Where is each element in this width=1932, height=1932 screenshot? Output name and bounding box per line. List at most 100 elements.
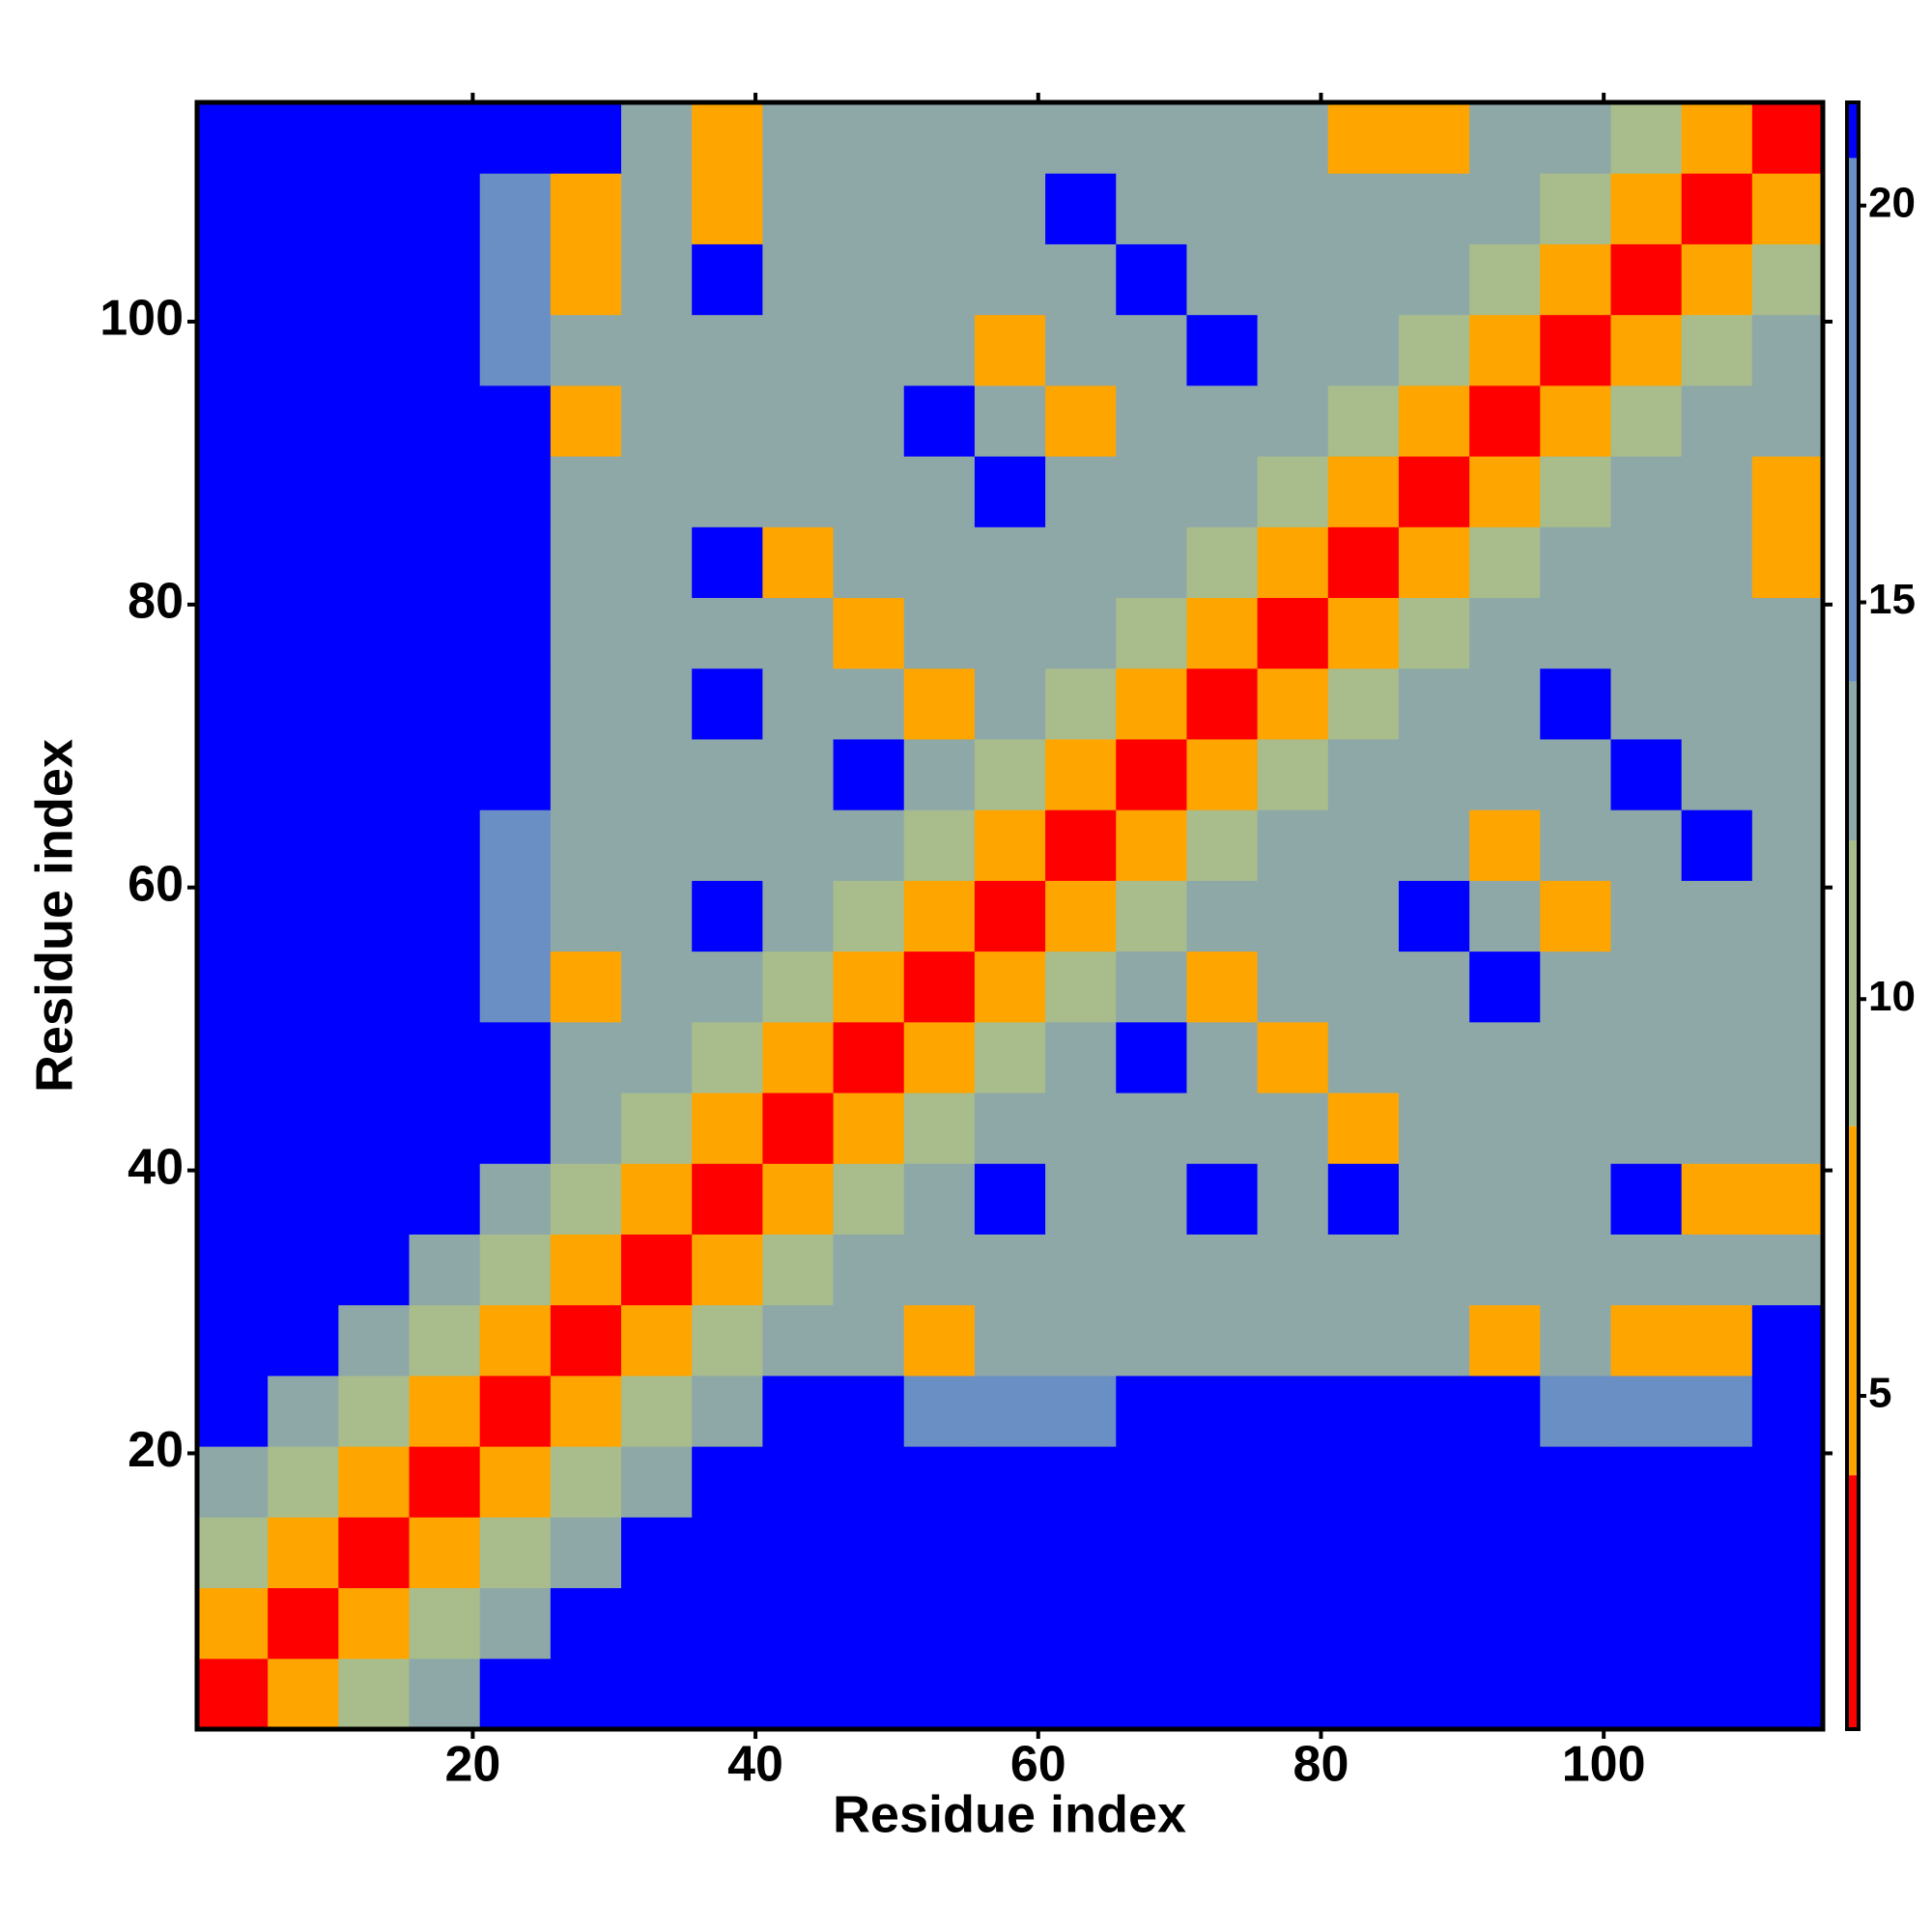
heatmap-cell xyxy=(1610,597,1683,669)
heatmap-cell xyxy=(762,102,835,174)
heatmap-cell xyxy=(762,1304,835,1377)
heatmap-cell xyxy=(1257,1658,1329,1730)
heatmap-cell xyxy=(268,456,339,527)
heatmap-cell xyxy=(1610,738,1683,810)
heatmap-cell xyxy=(621,1093,693,1164)
heatmap-cell xyxy=(621,314,693,386)
heatmap-cell xyxy=(1469,1234,1541,1306)
heatmap-cell xyxy=(409,1375,481,1447)
heatmap-cell xyxy=(338,1658,411,1730)
heatmap-cell xyxy=(1751,102,1824,174)
heatmap-cell xyxy=(621,102,693,174)
heatmap-cell xyxy=(1186,1375,1259,1447)
x-tick-label: 40 xyxy=(727,1737,783,1793)
heatmap-cell xyxy=(1398,1446,1470,1518)
heatmap-cell xyxy=(1045,738,1117,810)
heatmap-cell xyxy=(1610,1163,1683,1235)
heatmap-cell xyxy=(338,314,411,386)
heatmap-cell xyxy=(1116,1304,1187,1377)
heatmap-cell xyxy=(692,738,763,810)
heatmap-cell xyxy=(268,880,339,952)
heatmap-cell xyxy=(409,597,481,669)
heatmap-cell xyxy=(1045,1304,1117,1377)
heatmap-cell xyxy=(1257,597,1329,669)
heatmap-cell xyxy=(1469,1163,1541,1235)
heatmap-cell xyxy=(1540,384,1611,457)
heatmap-cell xyxy=(338,384,411,457)
heatmap-cell xyxy=(1327,314,1400,386)
heatmap-cell xyxy=(974,1517,1046,1589)
heatmap-cell xyxy=(1257,1021,1329,1094)
heatmap-cell xyxy=(197,1234,269,1306)
heatmap-cell xyxy=(338,1021,411,1094)
heatmap-cell xyxy=(1045,1587,1117,1660)
heatmap-cell xyxy=(338,597,411,669)
heatmap-cell xyxy=(903,102,976,174)
heatmap-cell xyxy=(268,1658,339,1730)
heatmap-cell xyxy=(479,526,552,599)
heatmap-cell xyxy=(1045,314,1117,386)
heatmap-cell xyxy=(1186,243,1259,316)
heatmap-cell xyxy=(1681,1375,1753,1447)
heatmap-cell xyxy=(1045,1163,1117,1235)
heatmap-cell xyxy=(903,243,976,316)
heatmap-cell xyxy=(1469,173,1541,244)
heatmap-cell xyxy=(833,384,905,457)
heatmap-cell xyxy=(833,951,905,1023)
heatmap-cell xyxy=(974,1234,1046,1306)
heatmap-cell xyxy=(1116,668,1187,740)
heatmap-cell xyxy=(1751,1587,1824,1660)
heatmap-cell xyxy=(1751,810,1824,881)
heatmap-cell xyxy=(1186,384,1259,457)
heatmap-cell xyxy=(692,810,763,881)
heatmap-cell xyxy=(1751,173,1824,244)
heatmap-cell xyxy=(621,1446,693,1518)
heatmap-cell xyxy=(1610,173,1683,244)
heatmap-cell xyxy=(1257,951,1329,1023)
heatmap-cell xyxy=(1398,1658,1470,1730)
heatmap-cell xyxy=(1116,1234,1187,1306)
heatmap-cell xyxy=(1681,243,1753,316)
heatmap-cell xyxy=(833,1446,905,1518)
colorbar-band xyxy=(1847,1475,1859,1729)
heatmap-cell xyxy=(1327,1587,1400,1660)
heatmap-cell xyxy=(197,1021,269,1094)
heatmap-cell xyxy=(1540,173,1611,244)
heatmap-cell xyxy=(762,1163,835,1235)
heatmap-cell xyxy=(197,738,269,810)
heatmap-cell xyxy=(903,1517,976,1589)
heatmap-cell xyxy=(1610,1517,1683,1589)
heatmap-cell xyxy=(1398,951,1470,1023)
heatmap-cell xyxy=(1751,1446,1824,1518)
heatmap-cell xyxy=(762,1446,835,1518)
heatmap-cell xyxy=(1327,1304,1400,1377)
heatmap-cell xyxy=(1681,810,1753,881)
y-tick-label: 100 xyxy=(99,291,184,347)
heatmap-cell xyxy=(621,1304,693,1377)
heatmap-cell xyxy=(1327,810,1400,881)
heatmap-cell xyxy=(1186,1587,1259,1660)
heatmap-cell xyxy=(762,173,835,244)
heatmap-cell xyxy=(1116,880,1187,952)
heatmap-cell xyxy=(1540,738,1611,810)
heatmap-cell xyxy=(692,384,763,457)
heatmap-cell xyxy=(1398,738,1470,810)
heatmap-cell xyxy=(1327,456,1400,527)
heatmap-cell xyxy=(974,1446,1046,1518)
heatmap-cell xyxy=(1469,1375,1541,1447)
heatmap-cell xyxy=(550,1446,622,1518)
heatmap-cell xyxy=(1045,1234,1117,1306)
heatmap-cell xyxy=(1751,1093,1824,1164)
heatmap-cell xyxy=(692,173,763,244)
heatmap-cell xyxy=(621,526,693,599)
heatmap-cell xyxy=(1469,1446,1541,1518)
heatmap-cell xyxy=(479,1446,552,1518)
heatmap-cell xyxy=(197,880,269,952)
heatmap-cell xyxy=(268,314,339,386)
heatmap-cell xyxy=(1398,526,1470,599)
heatmap-cell xyxy=(1469,1304,1541,1377)
heatmap-cell xyxy=(1681,1304,1753,1377)
heatmap-cell xyxy=(550,1093,622,1164)
heatmap-cell xyxy=(692,880,763,952)
heatmap-cell xyxy=(1186,597,1259,669)
